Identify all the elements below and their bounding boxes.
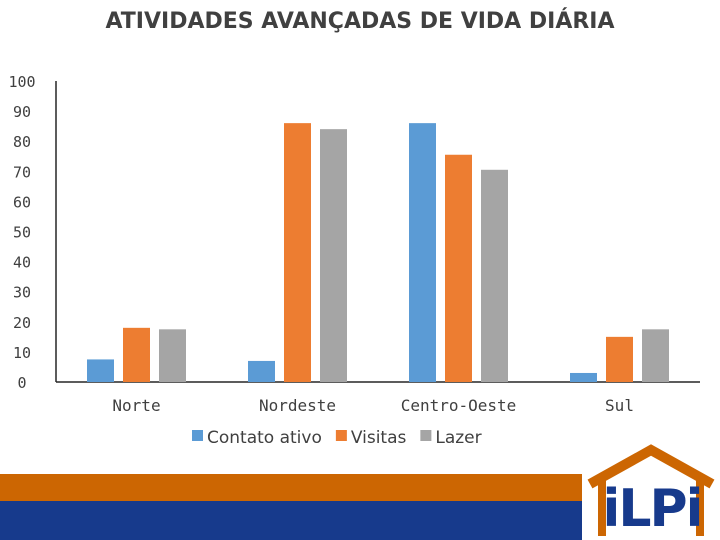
legend-swatch [192,430,203,441]
ilpi-logo: iLPi [582,444,720,540]
bar [606,336,633,382]
y-tick-label: 90 [13,103,31,121]
bar [87,359,114,382]
bar [123,327,150,382]
bar [642,329,669,382]
bar [159,329,186,382]
y-tick-label: 30 [13,284,31,302]
y-tick-label: 0 [17,374,26,392]
legend-label: Visitas [351,428,407,448]
y-tick-label: 50 [13,224,31,242]
house-roof-icon [587,444,715,536]
y-tick-label: 70 [13,163,31,181]
legend-label: Contato ativo [207,428,322,448]
y-tick-label: 100 [8,73,35,91]
bar [248,360,275,382]
legend-label: Lazer [435,428,481,448]
orange-footer-band [0,474,582,501]
navy-footer-band [0,501,582,540]
bar [570,372,597,382]
x-tick-label: Nordeste [259,396,336,415]
x-tick-label: Sul [605,396,634,415]
bar [481,169,508,382]
bar [284,123,311,382]
chart-title: ATIVIDADES AVANÇADAS DE VIDA DIÁRIA [105,9,615,34]
y-tick-label: 10 [13,344,31,362]
x-tick-label: Norte [112,396,160,415]
bar [445,154,472,382]
bar [409,123,436,382]
y-tick-label: 20 [13,314,31,332]
y-tick-label: 60 [13,193,31,211]
y-tick-label: 80 [13,133,31,151]
y-tick-label: 40 [13,254,31,272]
bar [320,129,347,382]
legend-swatch [335,430,347,441]
legend-swatch [420,430,432,441]
bar-chart: 0 10 20 30 40 50 60 70 80 90 100 Norte Nordeste Centr… [8,73,700,448]
logo-text: iLPi [602,479,704,539]
x-tick-label: Centro-Oeste [401,396,517,415]
